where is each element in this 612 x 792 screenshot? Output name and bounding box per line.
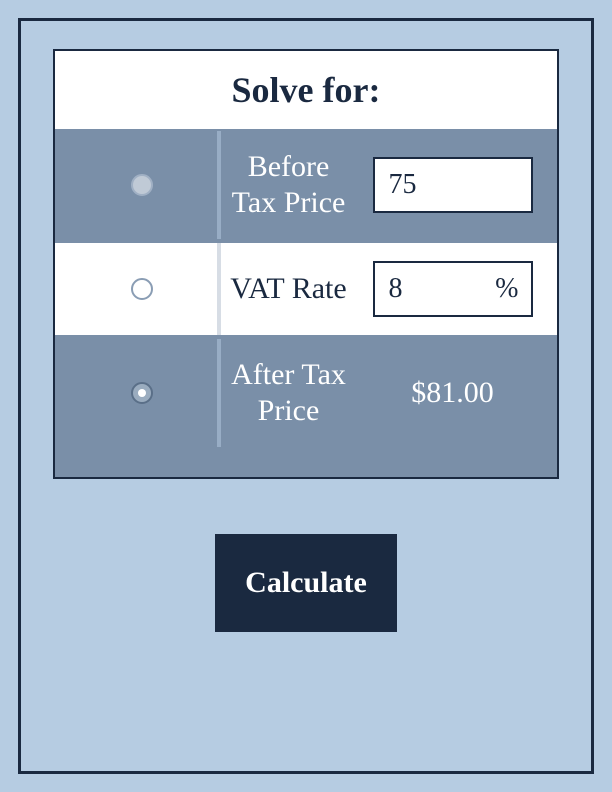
calculator-panel: Solve for: Before Tax Price VAT Rate bbox=[18, 18, 594, 774]
before-tax-input[interactable] bbox=[373, 157, 533, 213]
value-cell: % bbox=[360, 261, 545, 317]
radio-vat-rate[interactable] bbox=[131, 278, 153, 300]
after-tax-result: $81.00 bbox=[411, 376, 494, 410]
label-after-tax: After Tax Price bbox=[225, 357, 352, 429]
row-after-tax: After Tax Price $81.00 bbox=[55, 339, 557, 477]
radio-cell bbox=[67, 149, 217, 221]
radio-after-tax[interactable] bbox=[131, 382, 153, 404]
radio-inner bbox=[138, 389, 146, 397]
vat-rate-input[interactable] bbox=[373, 261, 533, 317]
form-table: Solve for: Before Tax Price VAT Rate bbox=[53, 49, 559, 479]
label-before-tax: Before Tax Price bbox=[225, 149, 352, 221]
button-wrap: Calculate bbox=[53, 534, 559, 632]
label-vat-rate: VAT Rate bbox=[225, 271, 352, 307]
row-vat-rate: VAT Rate % bbox=[55, 239, 557, 339]
calculate-button[interactable]: Calculate bbox=[215, 534, 397, 632]
value-cell bbox=[360, 157, 545, 213]
radio-cell bbox=[67, 357, 217, 429]
radio-cell bbox=[67, 261, 217, 317]
header-title: Solve for: bbox=[55, 69, 557, 111]
radio-before-tax[interactable] bbox=[131, 174, 153, 196]
input-wrap: % bbox=[373, 261, 533, 317]
header-row: Solve for: bbox=[55, 51, 557, 131]
row-before-tax: Before Tax Price bbox=[55, 131, 557, 239]
value-cell: $81.00 bbox=[360, 376, 545, 410]
